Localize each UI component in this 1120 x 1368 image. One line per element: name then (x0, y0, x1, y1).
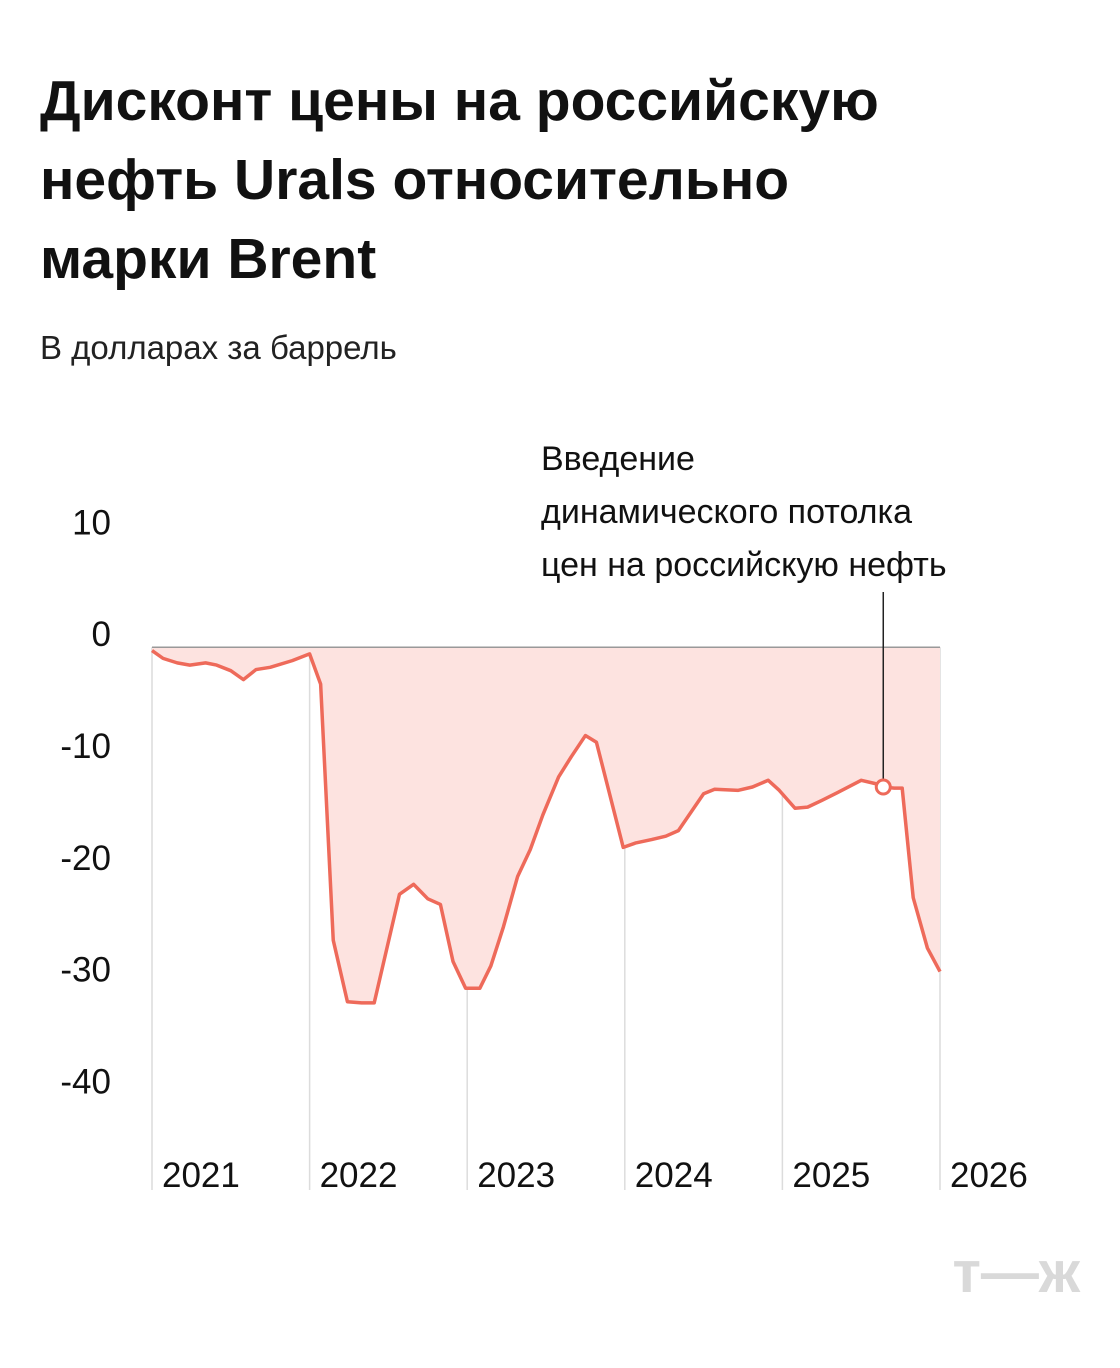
x-tick-label: 2026 (950, 1156, 1028, 1195)
y-tick-label: -40 (60, 1063, 111, 1102)
x-tick-label: 2025 (792, 1156, 870, 1195)
y-tick-label: 0 (92, 615, 111, 654)
x-tick-label: 2024 (635, 1156, 713, 1195)
y-tick-label: 10 (72, 503, 111, 542)
logo: т—ж (952, 1240, 1080, 1305)
chart-title: марки Brent (40, 227, 376, 291)
chart-title: Дисконт цены на российскую (40, 69, 879, 133)
annotation-text: цен на российскую нефть (541, 546, 947, 584)
x-tick-label: 2023 (477, 1156, 555, 1195)
annotation-text: динамического потолка (541, 493, 912, 531)
annotation-marker (874, 778, 892, 796)
y-tick-label: -30 (60, 951, 111, 990)
chart-title: нефть Urals относительно (40, 148, 789, 212)
y-tick-label: -10 (60, 727, 111, 766)
line (150, 649, 942, 1005)
annotation-text: Введение (541, 440, 695, 478)
x-tick-label: 2022 (320, 1156, 398, 1195)
subtitle: В долларах за баррель (40, 329, 397, 366)
y-tick-label: -20 (60, 839, 111, 878)
x-tick-label: 2021 (162, 1156, 240, 1195)
area (152, 647, 940, 1003)
